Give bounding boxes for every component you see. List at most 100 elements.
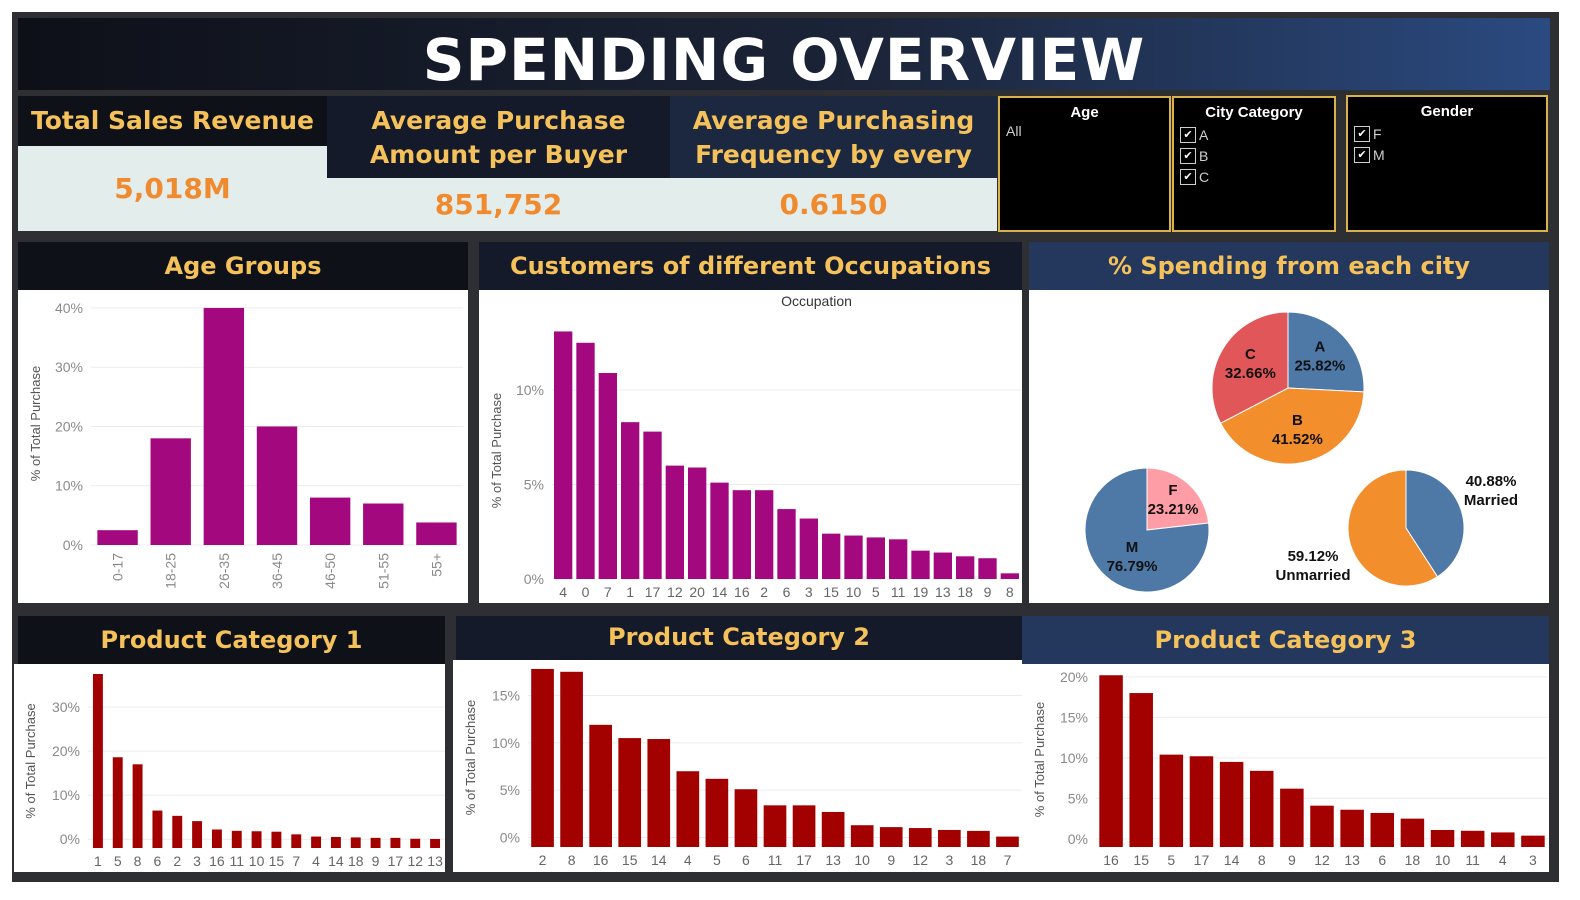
product-category-2-chart: 0% 5% 10% 15% % of Total Purchase 2 8 16 15 14 4 5 6… <box>453 660 1022 872</box>
x-tick-label: 2 <box>539 852 547 868</box>
pie-label: B 41.52% <box>1272 412 1323 448</box>
checkbox-checked-icon[interactable]: ✔ <box>1180 168 1196 185</box>
x-tick-label: 10 <box>846 584 862 600</box>
bar <box>908 828 932 847</box>
age-filter[interactable]: Age All <box>998 96 1171 232</box>
city-option-a[interactable]: ✔ A <box>1174 124 1334 145</box>
bar <box>410 838 421 848</box>
city-option-b[interactable]: ✔ B <box>1174 145 1334 166</box>
city-option-c[interactable]: ✔ C <box>1174 166 1334 187</box>
kpi-value: 5,018M <box>18 146 327 231</box>
pie-slice-f <box>1146 467 1210 531</box>
gender-option-f[interactable]: ✔ F <box>1348 123 1546 144</box>
bar <box>231 830 242 848</box>
x-tick-label: 5 <box>114 853 122 869</box>
bar <box>150 438 191 545</box>
y-tick-label: 0% <box>60 831 80 847</box>
bar <box>933 552 952 579</box>
x-tick-label: 14 <box>651 852 667 868</box>
y-tick-label: 30% <box>52 699 80 715</box>
bar <box>1000 573 1019 579</box>
x-tick-label: 19 <box>913 584 929 600</box>
x-tick-label: 8 <box>1006 584 1014 600</box>
pie-label: C 32.66% <box>1225 346 1276 382</box>
pie-label: F 23.21% <box>1148 482 1199 518</box>
bar <box>291 834 302 848</box>
pie-label: A 25.82% <box>1294 339 1345 375</box>
x-tick-label: 17 <box>796 852 812 868</box>
y-tick-label: 5% <box>500 782 520 798</box>
y-tick-label: 15% <box>1060 709 1088 725</box>
x-tick-label: 13 <box>427 853 443 869</box>
x-tick-label: 13 <box>1344 852 1360 868</box>
y-tick-label: 20% <box>52 743 80 759</box>
y-tick-label: 0% <box>63 537 83 553</box>
x-tick-label: 3 <box>945 852 953 868</box>
y-axis-title: % of Total Purchase <box>23 703 38 818</box>
x-tick-label: 15 <box>269 853 285 869</box>
x-tick-label: 11 <box>768 852 783 868</box>
bar <box>822 533 841 579</box>
x-tick-label: 1 <box>94 853 102 869</box>
bar <box>889 539 908 579</box>
y-axis-title: % of Total Purchase <box>489 393 504 508</box>
bar <box>271 831 282 848</box>
x-tick-label: 10 <box>854 852 870 868</box>
x-tick-label: 4 <box>684 852 692 868</box>
bar <box>598 373 617 579</box>
x-tick-label: 18 <box>348 853 364 869</box>
x-tick-label: 4 <box>559 584 567 600</box>
x-tick-label: 3 <box>1529 852 1537 868</box>
bar <box>1099 675 1123 847</box>
bar <box>665 465 684 579</box>
gender-option-m[interactable]: ✔ M <box>1348 144 1546 165</box>
bar <box>956 556 975 579</box>
bar <box>152 810 163 848</box>
pie-slice-unmarried <box>1347 469 1439 587</box>
bar <box>203 307 245 545</box>
panel-title: Product Category 3 <box>1154 626 1417 654</box>
panel-title: Product Category 1 <box>100 626 363 654</box>
x-tick-label: 51-55 <box>375 553 391 589</box>
x-tick-label: 11 <box>1465 852 1480 868</box>
bar <box>370 837 381 848</box>
y-tick-label: 5% <box>1068 790 1088 806</box>
x-tick-label: 8 <box>134 853 142 869</box>
y-tick-label: 20% <box>55 418 83 434</box>
x-tick-label: 9 <box>887 852 895 868</box>
x-tick-label: 3 <box>193 853 201 869</box>
x-tick-label: 0 <box>582 584 590 600</box>
checkbox-checked-icon[interactable]: ✔ <box>1180 147 1196 164</box>
pie-slice-b <box>1219 387 1365 465</box>
x-tick-label: 12 <box>1314 852 1330 868</box>
age-filter-value[interactable]: All <box>1006 123 1022 139</box>
y-tick-label: 10% <box>1060 750 1088 766</box>
panel-title: Customers of different Occupations <box>509 252 992 280</box>
x-tick-label: 13 <box>825 852 841 868</box>
x-tick-label: 18-25 <box>163 553 179 589</box>
kpi-value: 0.6150 <box>670 178 997 231</box>
kpi-avg-frequency: Average Purchasing Frequency by every bu… <box>670 96 997 231</box>
checkbox-checked-icon[interactable]: ✔ <box>1180 126 1196 143</box>
bar <box>676 771 700 847</box>
x-tick-label: 15 <box>622 852 638 868</box>
pie-label: 40.88% Married <box>1464 473 1518 509</box>
bar <box>1280 788 1304 847</box>
x-tick-label: 6 <box>783 584 791 600</box>
kpi-total-revenue: Total Sales Revenue 5,018M <box>18 96 327 231</box>
x-tick-label: 10 <box>249 853 265 869</box>
y-tick-label: 20% <box>1060 669 1088 685</box>
x-tick-label: 5 <box>713 852 721 868</box>
checkbox-checked-icon[interactable]: ✔ <box>1354 146 1370 163</box>
bar <box>1491 832 1515 847</box>
bar <box>911 550 930 579</box>
x-tick-label: 5 <box>872 584 880 600</box>
filter-title: City Category <box>1205 104 1303 121</box>
bar <box>531 668 554 847</box>
checkbox-checked-icon[interactable]: ✔ <box>1354 125 1370 142</box>
bar <box>978 558 997 579</box>
bar <box>621 422 640 579</box>
x-tick-label: 16 <box>209 853 225 869</box>
x-tick-label: 14 <box>1224 852 1240 868</box>
